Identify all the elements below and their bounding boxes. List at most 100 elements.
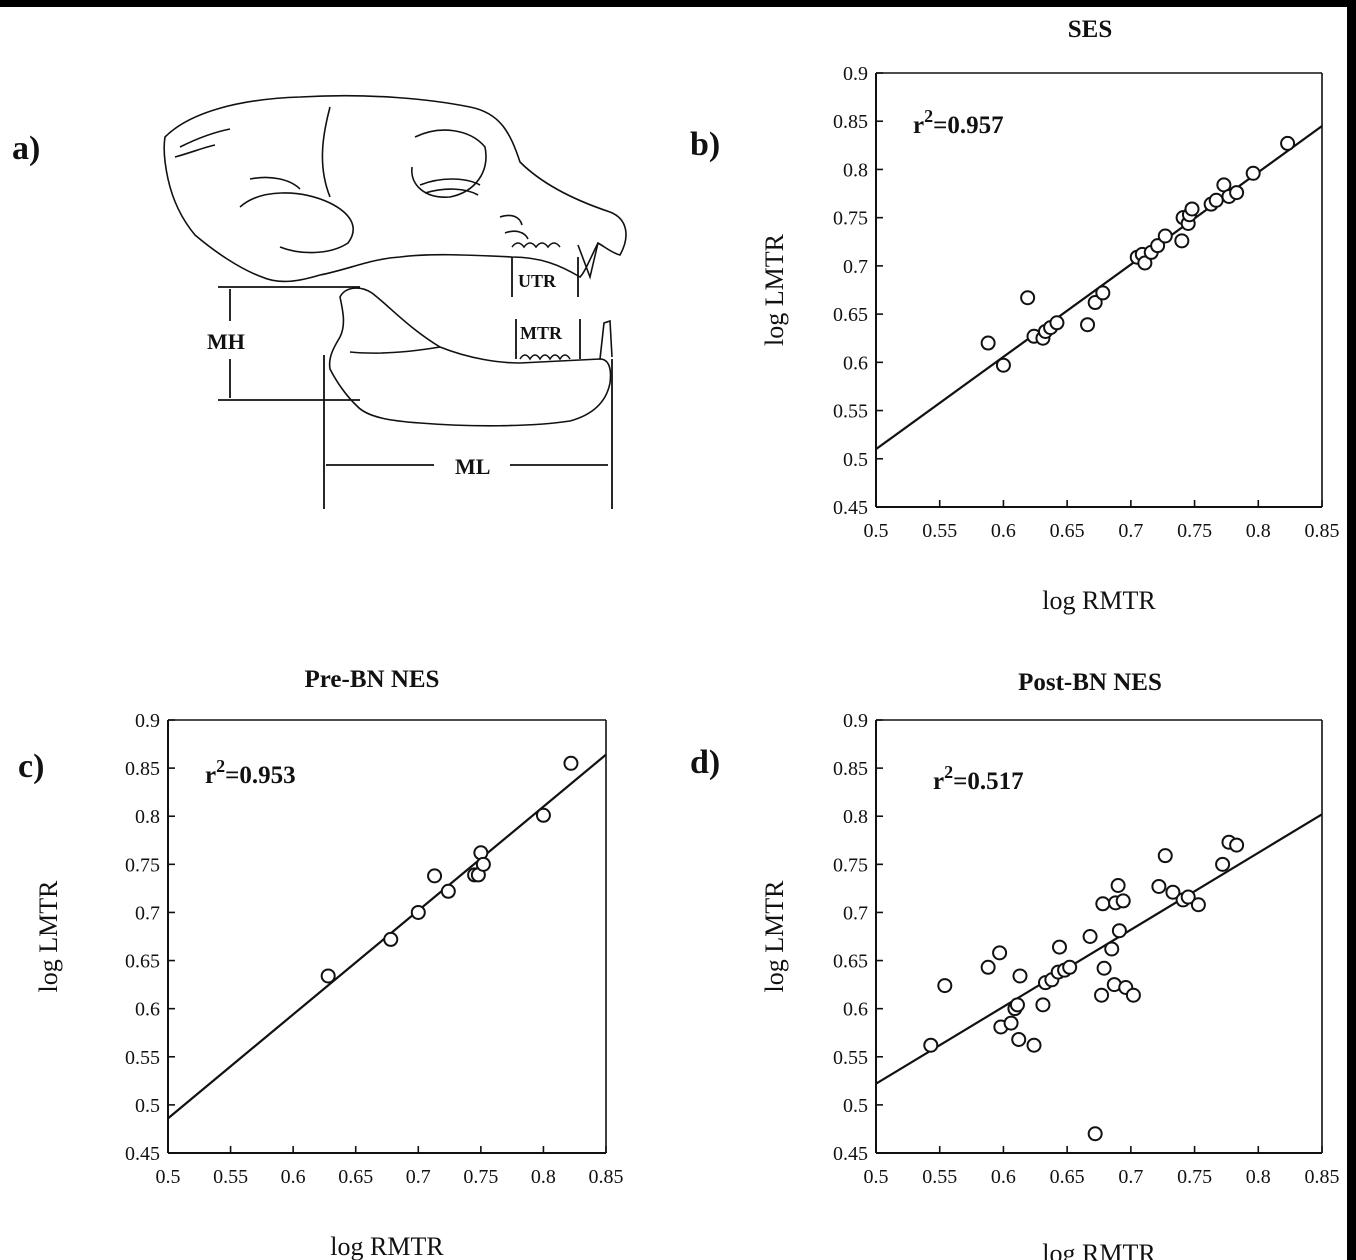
r-squared-superscript: 2 (944, 762, 953, 782)
r-squared-value: =0.957 (933, 112, 1004, 139)
y-tick-label: 0.45 (125, 1143, 160, 1165)
chart-title: SES (1068, 16, 1112, 43)
data-point (1157, 228, 1173, 244)
data-point (1184, 201, 1200, 217)
data-point (1104, 941, 1120, 957)
y-tick-label: 0.7 (843, 256, 868, 278)
y-tick-label: 0.8 (135, 806, 160, 828)
data-point (1137, 255, 1153, 271)
y-tick-label: 0.5 (135, 1095, 160, 1117)
x-tick-label: 0.7 (406, 1166, 431, 1188)
x-tick-label: 0.85 (589, 1166, 624, 1188)
data-point (937, 978, 953, 994)
r-squared-prefix: r (913, 112, 924, 139)
panel-c-letter: c) (18, 748, 44, 785)
skull-measurement-lines (218, 257, 613, 509)
x-axis-label: log RMTR (1042, 586, 1156, 615)
data-point (1096, 960, 1112, 976)
panel-c-scatter-pre-bn-nes: c) Pre-BN NES 0.5 0.55 0.6 0.65 0.7 0.75 0.8 0.85… (18, 666, 624, 1260)
label-mh: MH (207, 329, 245, 354)
data-point (1110, 878, 1126, 894)
data-point (980, 959, 996, 975)
x-tick-label: 0.8 (531, 1166, 556, 1188)
y-tick-label: 0.6 (843, 352, 868, 374)
y-tick-label: 0.7 (135, 902, 160, 924)
y-tick-label: 0.5 (843, 1095, 868, 1117)
figure: a) (0, 7, 1347, 1260)
x-tick-label: 0.6 (281, 1166, 306, 1188)
data-point (1095, 896, 1111, 912)
y-tick-label: 0.6 (843, 999, 868, 1021)
panel-b-letter: b) (690, 126, 720, 163)
x-tick-label: 0.6 (991, 520, 1016, 542)
y-tick-label: 0.45 (833, 497, 868, 519)
r-squared-prefix: r (933, 768, 944, 795)
y-tick-label: 0.45 (833, 1143, 868, 1165)
panel-d-scatter-post-bn-nes: d) Post-BN NES 0.5 0.55 0.6 0.65 0.7 0.75 0.8 0.8… (690, 669, 1340, 1260)
x-axis-label: log RMTR (330, 1232, 444, 1260)
panel-d-letter: d) (690, 744, 720, 781)
r-squared-value: =0.953 (225, 762, 296, 789)
data-point (1087, 1126, 1103, 1142)
data-point (995, 357, 1011, 373)
y-tick-label: 0.65 (833, 951, 868, 973)
y-tick-label: 0.85 (125, 758, 160, 780)
r-squared-superscript: 2 (216, 756, 225, 776)
data-point (1094, 987, 1110, 1003)
y-tick-label: 0.5 (843, 449, 868, 471)
data-point (1051, 939, 1067, 955)
y-axis-label: log LMTR (34, 880, 63, 993)
x-tick-label: 0.8 (1246, 1166, 1271, 1188)
y-tick-label: 0.8 (843, 159, 868, 181)
data-point (320, 968, 336, 984)
x-tick-label: 0.55 (213, 1166, 248, 1188)
y-tick-label: 0.85 (833, 758, 868, 780)
panel-a-letter: a) (12, 130, 40, 167)
data-point (1111, 923, 1127, 939)
data-point (1082, 929, 1098, 944)
y-tick-label: 0.65 (833, 304, 868, 326)
r-squared-value: =0.517 (953, 768, 1024, 795)
data-point (563, 755, 579, 771)
x-tick-label: 0.5 (864, 520, 889, 542)
data-point (1157, 848, 1173, 864)
x-tick-label: 0.75 (463, 1166, 498, 1188)
x-tick-label: 0.55 (922, 520, 957, 542)
data-point (1215, 856, 1231, 872)
data-point (1180, 889, 1196, 905)
data-point (1020, 290, 1036, 306)
data-point (1003, 1015, 1019, 1031)
skull-drawing (163, 94, 627, 427)
y-tick-label: 0.8 (843, 806, 868, 828)
y-tick-label: 0.6 (135, 999, 160, 1021)
data-point (1087, 295, 1103, 311)
data-point (1125, 987, 1141, 1003)
y-tick-label: 0.9 (843, 63, 868, 85)
x-tick-label: 0.85 (1305, 520, 1340, 542)
chart-title: Post-BN NES (1018, 669, 1162, 696)
y-tick-label: 0.7 (843, 902, 868, 924)
x-tick-label: 0.7 (1118, 1166, 1143, 1188)
chart-title: Pre-BN NES (305, 666, 440, 693)
data-point (535, 807, 551, 823)
data-point (1095, 285, 1111, 301)
x-tick-label: 0.55 (922, 1166, 957, 1188)
data-point (1280, 135, 1296, 151)
data-point (440, 883, 456, 899)
r-squared-prefix: r (205, 762, 216, 789)
x-tick-label: 0.8 (1246, 520, 1271, 542)
x-tick-label: 0.65 (1050, 1166, 1085, 1188)
x-tick-label: 0.65 (338, 1166, 373, 1188)
figure-canvas: a) (12, 16, 1340, 1260)
data-point (1049, 315, 1065, 331)
data-point (1208, 192, 1224, 208)
data-point (1115, 893, 1131, 909)
data-point (1009, 997, 1025, 1013)
data-point (1190, 897, 1206, 913)
y-axis-label: log LMTR (760, 880, 789, 993)
label-utr: UTR (518, 271, 557, 291)
data-point (1011, 1031, 1027, 1047)
panel-a-skull-diagram: a) (12, 94, 627, 509)
